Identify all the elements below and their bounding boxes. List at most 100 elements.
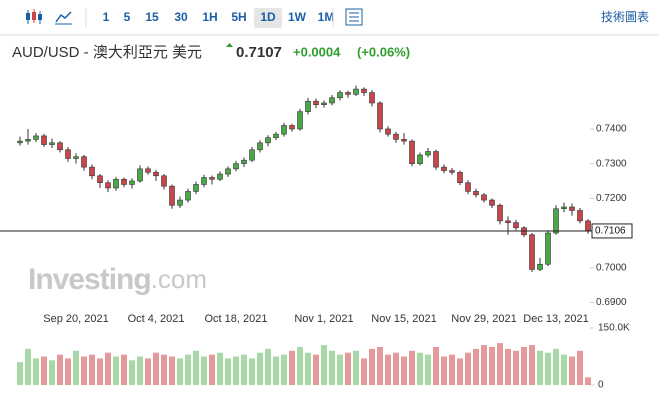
- volume-bar: [313, 354, 319, 385]
- selected-interval-bg: [254, 8, 282, 28]
- candle-body: [225, 168, 231, 175]
- x-tick-label: Sep 20, 2021: [43, 313, 108, 325]
- volume-bar: [153, 352, 159, 385]
- candle-body: [121, 178, 127, 185]
- volume-bar: [577, 350, 583, 385]
- candle-body: [57, 142, 63, 151]
- interval-button[interactable]: 5H: [231, 10, 246, 24]
- candle-body: [169, 185, 175, 206]
- x-tick-label: Nov 15, 2021: [371, 313, 436, 325]
- volume-bar: [265, 348, 271, 385]
- table-icon[interactable]: [345, 8, 363, 26]
- interval-button[interactable]: 1W: [288, 10, 307, 24]
- interval-button[interactable]: 15: [145, 10, 159, 24]
- volume-bar: [513, 350, 519, 385]
- candle-body: [89, 166, 95, 177]
- interval-button[interactable]: 1D: [260, 10, 276, 24]
- volume-bar: [441, 356, 447, 385]
- candle-body: [393, 133, 399, 140]
- volume-bar: [321, 345, 327, 385]
- volume-bar: [537, 350, 543, 385]
- volume-bar: [273, 356, 279, 385]
- candle-body: [369, 92, 375, 104]
- y-tick-label: 0.6900: [596, 297, 627, 308]
- candle-body: [321, 102, 327, 105]
- candle-body: [417, 154, 423, 164]
- volume-bar: [377, 346, 383, 385]
- candle-body: [441, 166, 447, 171]
- volume-bar: [17, 362, 23, 385]
- volume-bar: [49, 360, 55, 385]
- candle-body: [281, 125, 287, 135]
- line-icon[interactable]: [55, 11, 72, 25]
- candle-body: [561, 206, 567, 210]
- interval-button[interactable]: 30: [174, 10, 188, 24]
- candle-body: [529, 234, 535, 270]
- candle-body: [145, 168, 151, 173]
- volume-bar: [433, 346, 439, 385]
- candle-body: [241, 159, 247, 164]
- volume-bar: [217, 352, 223, 385]
- candle-body: [41, 135, 47, 145]
- candle-body: [17, 140, 23, 144]
- interval-button[interactable]: 5: [124, 10, 131, 24]
- candle-body: [401, 139, 407, 142]
- interval-button[interactable]: 1: [103, 10, 110, 24]
- volume-bar: [521, 346, 527, 385]
- volume-bar: [345, 352, 351, 385]
- volume-bar: [33, 358, 39, 385]
- volume-bar: [113, 356, 119, 385]
- y-tick-label: 0.7200: [596, 193, 627, 204]
- candle-body: [545, 232, 551, 265]
- candle-icon[interactable]: [26, 9, 42, 24]
- toolbar: 1 5 15 30 1H 5H 1D 1W 1M 技術圖表: [26, 8, 649, 28]
- instrument-title: AUD/USD - 澳大利亞元 美元: [12, 44, 202, 61]
- candle-body: [537, 263, 543, 270]
- y-tick-label: 0.7300: [596, 158, 627, 169]
- candle-body: [465, 182, 471, 192]
- candle-body: [257, 142, 263, 151]
- x-tick-label: Oct 4, 2021: [128, 313, 185, 325]
- volume-bar: [81, 356, 87, 385]
- volume-bar: [105, 352, 111, 385]
- volume-bar: [481, 345, 487, 385]
- candle-body: [129, 180, 135, 185]
- candle-body: [505, 220, 511, 223]
- candle-body: [433, 151, 439, 168]
- volume-bar: [41, 356, 47, 385]
- interval-group: 1 5 15 30 1H 5H 1D 1W 1M: [103, 8, 335, 28]
- volume-bar: [489, 346, 495, 385]
- volume-bar: [569, 356, 575, 385]
- last-price: 0.7107: [236, 44, 282, 61]
- candle-body: [97, 175, 103, 184]
- watermark-brand: Investing: [28, 263, 151, 296]
- candle-body: [81, 156, 87, 168]
- tech-chart-link[interactable]: 技術圖表: [601, 10, 649, 24]
- candle-body: [201, 177, 207, 185]
- candle-body: [153, 172, 159, 177]
- volume-bar: [449, 354, 455, 385]
- volume-bar: [289, 350, 295, 385]
- volume-bar: [129, 360, 135, 385]
- candle-body: [473, 191, 479, 196]
- candle-body: [297, 111, 303, 130]
- volume-tick-label: 0: [598, 380, 604, 391]
- interval-button[interactable]: 1H: [202, 10, 217, 24]
- candle-body: [305, 100, 311, 112]
- volume-bar: [329, 350, 335, 385]
- interval-button[interactable]: 1M: [318, 10, 335, 24]
- volume-bar: [585, 377, 591, 385]
- candle-body: [481, 194, 487, 201]
- watermark: Investing.com: [28, 263, 207, 296]
- volume-bar: [473, 348, 479, 385]
- volume-bar: [185, 354, 191, 385]
- candle-body: [209, 177, 215, 180]
- candle-body: [185, 191, 191, 201]
- candle-body: [65, 149, 71, 159]
- volume-bar: [249, 358, 255, 385]
- candle-body: [425, 151, 431, 156]
- volume-bar: [369, 348, 375, 385]
- candle-body: [137, 168, 143, 182]
